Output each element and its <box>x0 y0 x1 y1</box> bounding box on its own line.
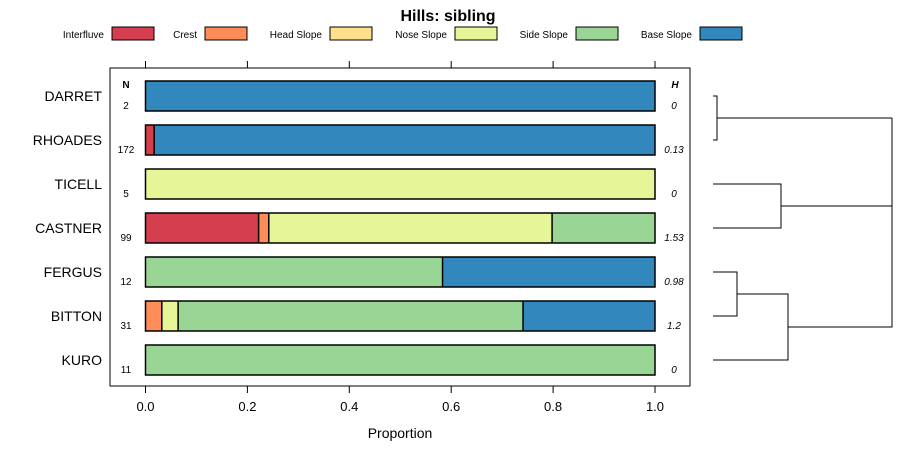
legend-label: Side Slope <box>520 30 569 41</box>
bar-segment <box>178 301 524 331</box>
bar-segment <box>523 301 655 331</box>
legend-label: Head Slope <box>270 30 323 41</box>
legend: Interfluve Crest Head Slope Nose Slope Side … <box>63 26 743 41</box>
row-h: 0 <box>671 365 677 376</box>
h-header: H <box>671 80 679 91</box>
legend-swatch <box>329 26 373 41</box>
bar-outline <box>144 168 656 200</box>
bar-segment <box>145 345 655 375</box>
bar-segment <box>145 81 655 111</box>
legend-label: Base Slope <box>641 30 693 41</box>
row-n: 99 <box>120 233 132 244</box>
legend-swatch <box>699 26 743 41</box>
row-n: 31 <box>120 321 132 332</box>
row-n: 12 <box>120 277 132 288</box>
dendro-darret-rhoades <box>713 95 718 141</box>
legend-label: Crest <box>173 30 197 41</box>
dendro-fergus-bitton <box>713 271 738 317</box>
legend-label: Interfluve <box>63 30 105 41</box>
row-n: 5 <box>123 189 129 200</box>
bar-outline <box>144 80 656 112</box>
dendro-ticell-castner <box>713 183 782 229</box>
x-axis: 0.0 0.2 0.4 0.6 0.8 1.0 <box>136 61 664 414</box>
bar-outline <box>144 256 656 288</box>
legend-swatch <box>204 26 248 41</box>
bar-segment <box>552 213 655 243</box>
bar-segment <box>442 257 655 287</box>
bar-segment <box>154 125 655 155</box>
x-tick-label: 0.0 <box>136 399 154 414</box>
row-h: 1.2 <box>667 321 681 332</box>
row-label: FERGUS <box>44 264 102 280</box>
bar-segment <box>268 213 553 243</box>
bar-segment <box>145 257 443 287</box>
row-label: DARRET <box>44 88 102 104</box>
legend-swatch <box>454 26 498 41</box>
bar-segment <box>258 213 269 243</box>
bar-segment <box>145 213 259 243</box>
legend-swatch <box>575 26 619 41</box>
bars <box>144 80 656 376</box>
row-h: 0 <box>671 101 677 112</box>
bar-outline <box>144 344 656 376</box>
x-tick-label: 0.8 <box>544 399 562 414</box>
dendrogram <box>713 95 893 361</box>
row-label: KURO <box>62 352 103 368</box>
row-label: RHOADES <box>33 132 102 148</box>
bar-outline <box>144 124 656 156</box>
row-n: 2 <box>123 101 129 112</box>
x-tick-label: 1.0 <box>646 399 664 414</box>
bar-segment <box>145 125 155 155</box>
bar-segment <box>161 301 179 331</box>
x-axis-title: Proportion <box>368 425 433 441</box>
bar-segment <box>145 301 162 331</box>
row-n: 172 <box>118 145 135 156</box>
bar-segment <box>145 169 655 199</box>
x-tick-label: 0.6 <box>442 399 460 414</box>
dendro-root <box>788 118 893 328</box>
row-label: BITTON <box>51 308 102 324</box>
chart-title: Hills: sibling <box>400 8 495 25</box>
x-tick-label: 0.4 <box>340 399 358 414</box>
legend-label: Nose Slope <box>395 30 447 41</box>
row-h: 0.13 <box>664 145 684 156</box>
row-n: 11 <box>121 365 132 376</box>
x-tick-label: 0.2 <box>238 399 256 414</box>
bar-outline <box>144 300 656 332</box>
plot-frame <box>109 67 691 387</box>
row-h: 0 <box>671 189 677 200</box>
row-h: 0.98 <box>664 277 684 288</box>
row-label: TICELL <box>55 176 103 192</box>
row-h: 1.53 <box>664 233 684 244</box>
row-label: CASTNER <box>35 220 102 236</box>
legend-swatch <box>111 26 155 41</box>
row-labels: DARRET 2 0 RHOADES 172 0.13 TICELL 5 0 CASTNER 99 1… <box>33 88 684 376</box>
bar-outline <box>144 212 656 244</box>
n-header: N <box>122 80 129 91</box>
dendro-fergus-bitton-kuro <box>713 293 789 361</box>
